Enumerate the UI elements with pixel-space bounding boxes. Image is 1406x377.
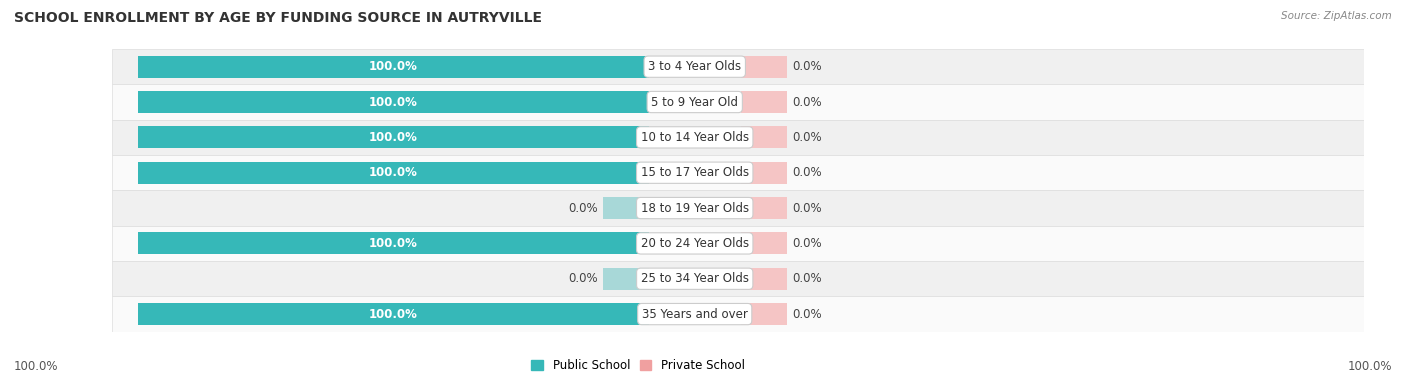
Legend: Public School, Private School: Public School, Private School	[527, 354, 749, 377]
Bar	[138, 233, 648, 254]
Bar	[112, 120, 1364, 155]
Text: 100.0%: 100.0%	[1347, 360, 1392, 373]
Bar	[112, 226, 1364, 261]
Bar	[741, 56, 787, 78]
Text: 35 Years and over: 35 Years and over	[641, 308, 748, 320]
Text: 20 to 24 Year Olds: 20 to 24 Year Olds	[641, 237, 749, 250]
Text: 100.0%: 100.0%	[368, 95, 418, 109]
Text: 100.0%: 100.0%	[368, 237, 418, 250]
Bar	[741, 268, 787, 290]
Text: 5 to 9 Year Old: 5 to 9 Year Old	[651, 95, 738, 109]
Text: 0.0%: 0.0%	[568, 272, 598, 285]
Bar	[741, 162, 787, 184]
Text: 0.0%: 0.0%	[792, 60, 821, 73]
Bar	[112, 261, 1364, 296]
Text: Source: ZipAtlas.com: Source: ZipAtlas.com	[1281, 11, 1392, 21]
Text: 18 to 19 Year Olds: 18 to 19 Year Olds	[641, 202, 749, 215]
Bar	[741, 303, 787, 325]
Text: 0.0%: 0.0%	[792, 131, 821, 144]
Text: 100.0%: 100.0%	[368, 60, 418, 73]
Text: 25 to 34 Year Olds: 25 to 34 Year Olds	[641, 272, 749, 285]
Bar	[741, 233, 787, 254]
Text: 100.0%: 100.0%	[368, 131, 418, 144]
Text: 0.0%: 0.0%	[792, 272, 821, 285]
Bar	[138, 91, 648, 113]
Text: 100.0%: 100.0%	[368, 308, 418, 320]
Text: 100.0%: 100.0%	[368, 166, 418, 179]
Text: 0.0%: 0.0%	[792, 95, 821, 109]
Text: 0.0%: 0.0%	[792, 308, 821, 320]
Text: 3 to 4 Year Olds: 3 to 4 Year Olds	[648, 60, 741, 73]
Bar	[112, 155, 1364, 190]
Bar	[112, 296, 1364, 332]
Bar	[112, 84, 1364, 120]
Text: 0.0%: 0.0%	[792, 237, 821, 250]
Bar	[138, 162, 648, 184]
Text: SCHOOL ENROLLMENT BY AGE BY FUNDING SOURCE IN AUTRYVILLE: SCHOOL ENROLLMENT BY AGE BY FUNDING SOUR…	[14, 11, 543, 25]
Bar	[138, 56, 648, 78]
Text: 0.0%: 0.0%	[568, 202, 598, 215]
Text: 10 to 14 Year Olds: 10 to 14 Year Olds	[641, 131, 749, 144]
Bar	[112, 190, 1364, 226]
Bar	[741, 126, 787, 148]
Text: 100.0%: 100.0%	[14, 360, 59, 373]
Text: 0.0%: 0.0%	[792, 202, 821, 215]
Bar	[603, 268, 648, 290]
Bar	[138, 303, 648, 325]
Bar	[112, 49, 1364, 84]
Bar	[603, 197, 648, 219]
Text: 0.0%: 0.0%	[792, 166, 821, 179]
Text: 15 to 17 Year Olds: 15 to 17 Year Olds	[641, 166, 749, 179]
Bar	[741, 91, 787, 113]
Bar	[138, 126, 648, 148]
Bar	[741, 197, 787, 219]
